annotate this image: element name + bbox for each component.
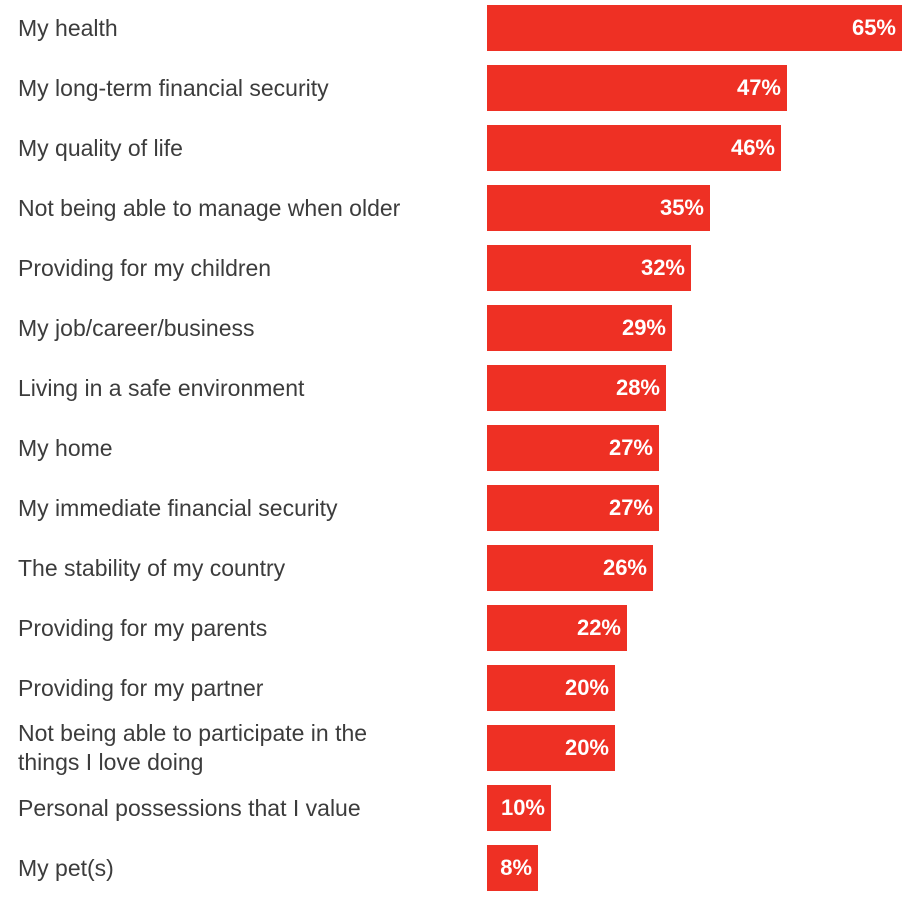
- bar: 10%: [487, 785, 551, 831]
- bar-value-label: 46%: [730, 135, 775, 160]
- category-label: My health: [18, 14, 118, 41]
- bar: 65%: [487, 5, 902, 51]
- category-label: The stability of my country: [18, 554, 286, 581]
- category-label: Personal possessions that I value: [18, 794, 361, 821]
- category-label: My quality of life: [18, 134, 183, 161]
- bar: 32%: [487, 245, 691, 291]
- bar: 20%: [487, 665, 615, 711]
- bar: 27%: [487, 425, 659, 471]
- category-label: Living in a safe environment: [18, 374, 305, 401]
- bar: 29%: [487, 305, 672, 351]
- bar: 46%: [487, 125, 781, 171]
- bar-value-label: 65%: [851, 15, 896, 40]
- bar-value-label: 28%: [615, 375, 660, 400]
- category-label: Providing for my partner: [18, 674, 264, 701]
- bar-value-label: 26%: [602, 555, 647, 580]
- bar-value-label: 27%: [608, 435, 653, 460]
- bar-value-label: 35%: [659, 195, 704, 220]
- bar: 47%: [487, 65, 787, 111]
- bar: 27%: [487, 485, 659, 531]
- category-label: Not being able to participate in the thi…: [18, 720, 368, 775]
- category-label: Providing for my children: [18, 254, 272, 281]
- bar-value-label: 20%: [564, 735, 609, 760]
- category-label: My job/career/business: [18, 314, 255, 341]
- bar-value-label: 10%: [500, 795, 545, 820]
- bar-value-label: 27%: [608, 495, 653, 520]
- bar: 22%: [487, 605, 627, 651]
- bar: 35%: [487, 185, 710, 231]
- bar-value-label: 22%: [576, 615, 621, 640]
- bar: 26%: [487, 545, 653, 591]
- category-label: My pet(s): [18, 854, 114, 881]
- bar-value-label: 32%: [640, 255, 685, 280]
- bar: 28%: [487, 365, 666, 411]
- category-label: My home: [18, 434, 113, 461]
- category-label: My long-term financial security: [18, 74, 329, 101]
- category-label: My immediate financial security: [18, 494, 338, 521]
- category-label: Providing for my parents: [18, 614, 268, 641]
- category-label: Not being able to manage when older: [18, 194, 401, 221]
- bar: 20%: [487, 725, 615, 771]
- bar-value-label: 47%: [736, 75, 781, 100]
- bar-value-label: 8%: [500, 855, 532, 880]
- bar-value-label: 29%: [621, 315, 666, 340]
- bar: 8%: [487, 845, 538, 891]
- bar-value-label: 20%: [564, 675, 609, 700]
